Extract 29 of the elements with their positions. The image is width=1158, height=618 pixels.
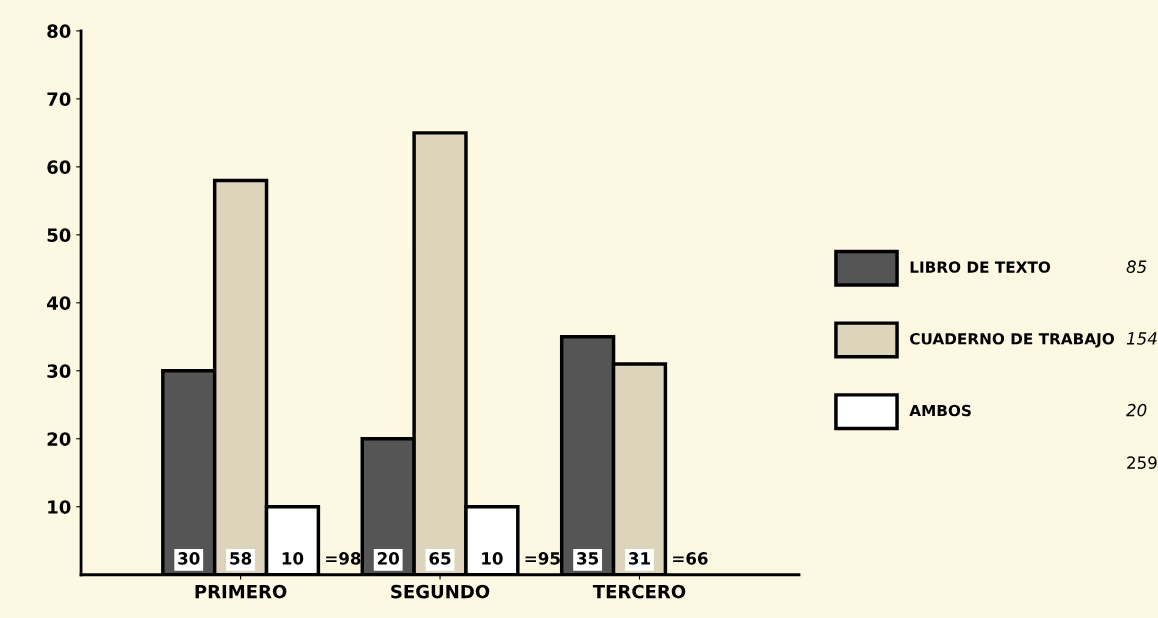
y-tick-label: 30 <box>47 364 71 378</box>
y-tick-label: 80 <box>47 24 71 39</box>
data-label: 58 <box>230 552 252 565</box>
data-label: 65 <box>429 552 451 565</box>
y-tick-label: 40 <box>47 296 71 310</box>
legend-label: LIBRO DE TEXTO <box>910 261 1051 273</box>
total-label: =66 <box>673 552 708 565</box>
legend-label: AMBOS <box>909 404 971 417</box>
text: 154 <box>1126 332 1157 345</box>
x-tick-label: TERCERO <box>592 584 686 599</box>
y-tick-label: 70 <box>47 92 71 106</box>
data-label: 10 <box>282 552 304 565</box>
total-label: =95 <box>525 552 560 565</box>
data-label: 31 <box>628 552 650 565</box>
y-tick-label: 50 <box>47 228 71 242</box>
y-tick-label: 20 <box>47 432 71 446</box>
y-tick-label: 60 <box>47 160 71 174</box>
text: 20 <box>1126 403 1147 417</box>
x-tick-label: PRIMERO <box>195 584 287 599</box>
data-label: 35 <box>577 552 599 565</box>
data-label: 10 <box>482 552 503 565</box>
text: 259 <box>1127 456 1157 469</box>
total-label: =98 <box>326 552 361 565</box>
text: 85 <box>1126 260 1147 273</box>
y-tick-label: 10 <box>48 500 71 514</box>
data-label: 30 <box>178 552 200 565</box>
data-label: 20 <box>377 552 399 565</box>
x-tick-label: SEGUNDO <box>391 584 490 599</box>
legend-label: CUADERNO DE TRABAJO <box>910 333 1115 348</box>
